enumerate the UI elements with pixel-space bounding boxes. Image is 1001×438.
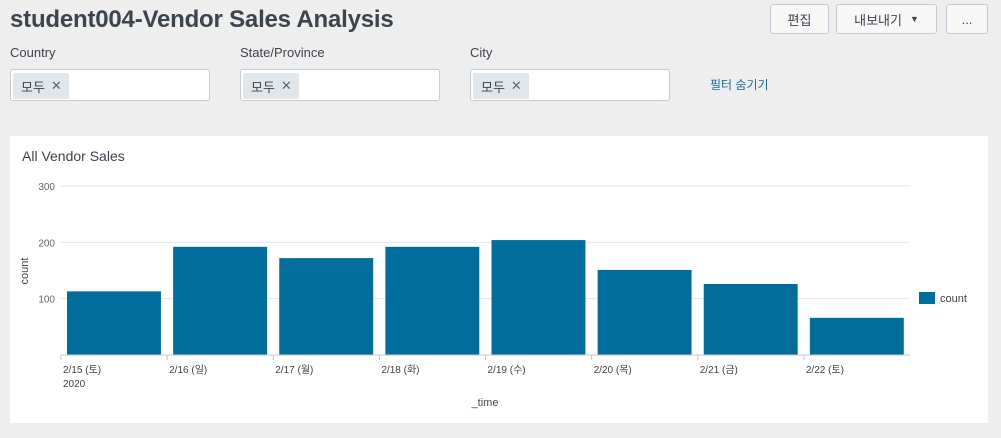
caret-down-icon: ▼ [909,14,919,24]
x-tick-label: 2/22 (토) [806,365,844,376]
x-axis-title: _time [471,397,499,409]
x-tick-label: 2/15 (토) [63,365,101,376]
dashboard-title: student004-Vendor Sales Analysis [10,6,394,33]
y-axis-title: count [19,258,31,285]
state-token-label: 모두 [251,79,275,95]
city-token[interactable]: 모두 ✕ [473,73,529,99]
bar[interactable] [703,284,798,355]
legend-label[interactable]: count [940,293,967,305]
legend-swatch [919,292,935,304]
country-filter-label: Country [10,45,56,60]
y-tick-label: 200 [38,238,55,249]
city-token-label: 모두 [481,79,505,95]
y-tick-label: 300 [38,182,55,193]
remove-token-icon[interactable]: ✕ [50,78,62,93]
bar[interactable] [597,269,692,355]
remove-token-icon[interactable]: ✕ [510,78,522,93]
panel-title: All Vendor Sales [22,148,125,164]
country-token[interactable]: 모두 ✕ [13,73,69,99]
country-token-label: 모두 [21,79,45,95]
x-tick-label: 2/16 (일) [169,364,207,376]
bar[interactable] [173,246,268,355]
hide-filters-link[interactable]: 필터 숨기기 [710,78,769,92]
bar[interactable] [809,317,904,355]
more-button[interactable]: ... [946,4,988,34]
x-tick-label: 2/19 (수) [488,364,526,376]
country-filter-input[interactable]: 모두 ✕ [10,69,210,101]
state-token[interactable]: 모두 ✕ [243,73,299,99]
x-tick-label: 2/20 (목) [594,364,632,376]
bar[interactable] [491,240,586,355]
state-filter-label: State/Province [240,45,325,60]
chart-panel: All Vendor Sales 2/15 (토) 2020 2/16 (일) 2/1… [10,136,988,423]
city-filter-label: City [470,45,493,60]
state-filter-input[interactable]: 모두 ✕ [240,69,440,101]
export-button-label: 내보내기 [854,12,902,28]
edit-button-label: 편집 [787,12,812,28]
remove-token-icon[interactable]: ✕ [280,78,292,93]
x-tick-label: 2/18 (화) [381,364,419,376]
city-filter-input[interactable]: 모두 ✕ [470,69,670,101]
bar[interactable] [279,258,374,355]
x-tick-label: 2/17 (월) [275,364,313,376]
bar[interactable] [67,291,161,355]
edit-button[interactable]: 편집 [770,4,829,34]
export-button[interactable]: 내보내기 ▼ [836,4,937,34]
x-tick-label: 2/21 (금) [700,364,738,376]
more-button-label: ... [961,11,973,27]
bar[interactable] [385,246,480,355]
bar-chart: 2/15 (토) 2020 2/16 (일) 2/17 (월) 2/18 (화) 2/19… [19,182,967,409]
x-tick-sublabel: 2020 [63,379,86,390]
y-tick-label: 100 [38,295,55,306]
